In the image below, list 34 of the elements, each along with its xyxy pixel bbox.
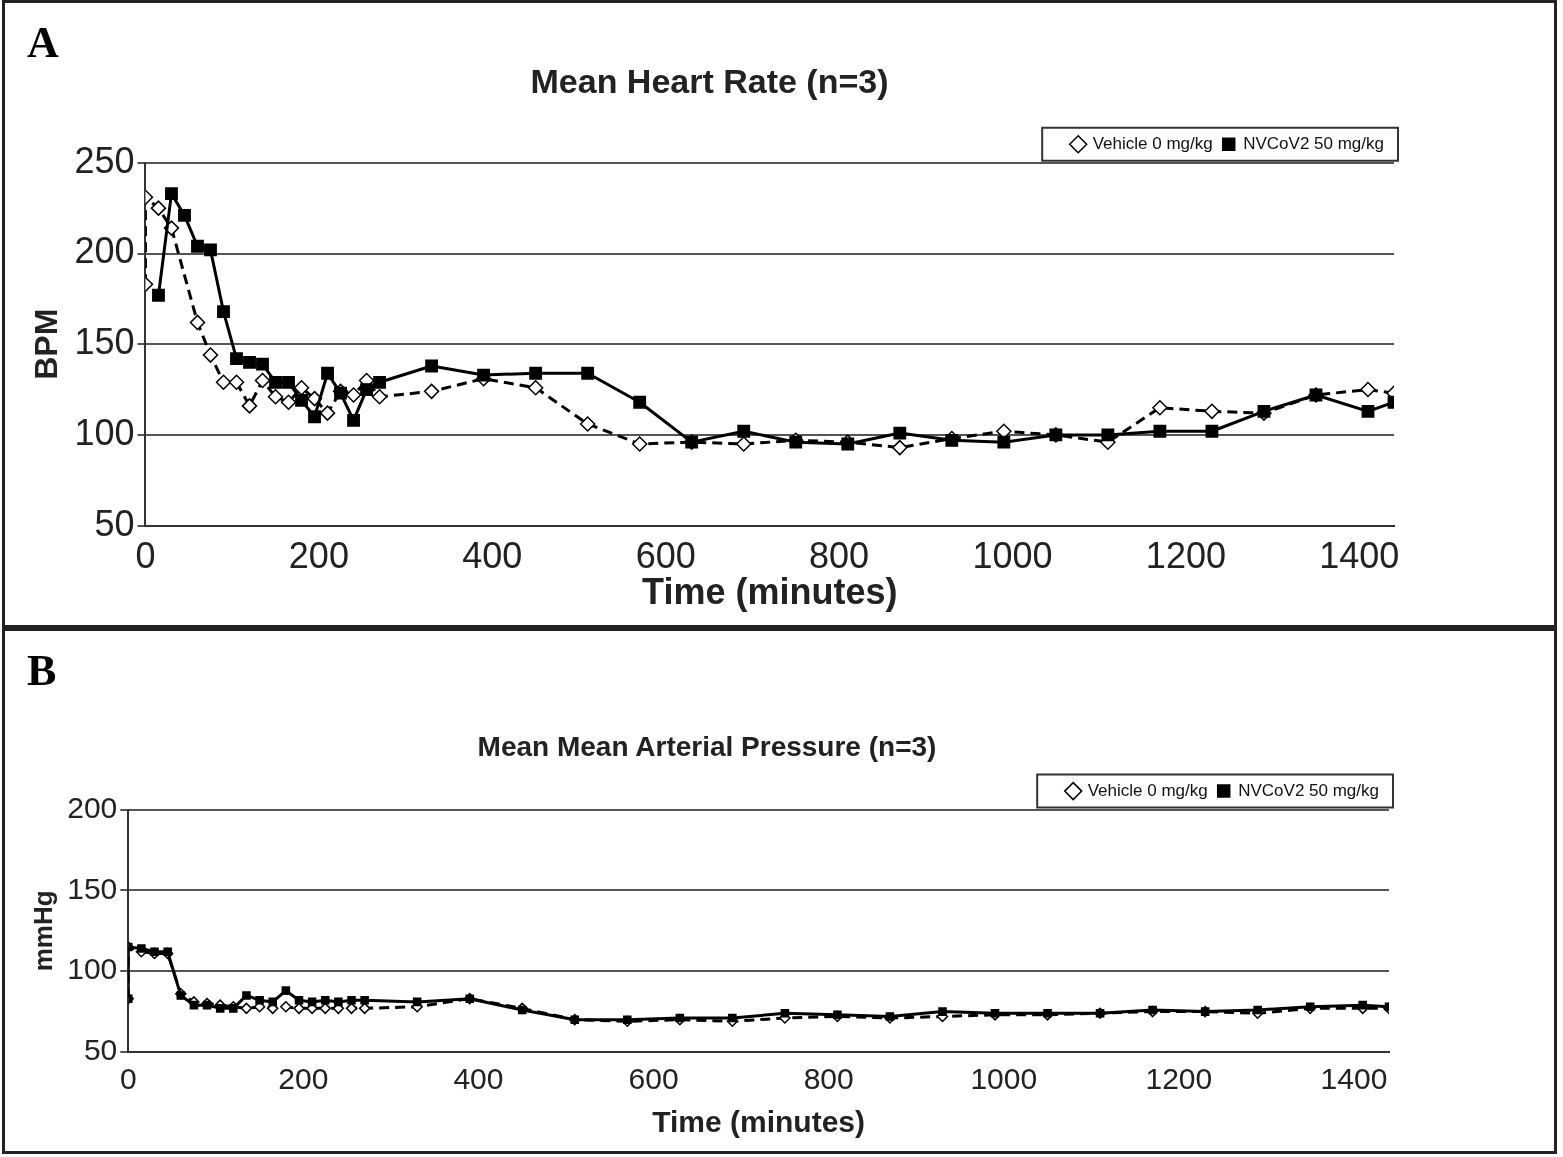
y-tick-label: 250 <box>74 139 135 181</box>
x-tick-label: 600 <box>628 1062 679 1096</box>
y-tick-label: 50 <box>83 1033 118 1067</box>
legend-label: NVCoV2 50 mg/kg <box>1238 780 1380 800</box>
legend-label: Vehicle 0 mg/kg <box>1092 133 1213 153</box>
x-tick-label: 200 <box>278 1062 329 1096</box>
x-tick-label: 1400 <box>1320 1062 1388 1096</box>
x-tick-label: 800 <box>803 1062 854 1096</box>
y-axis-title: BPM <box>28 308 65 380</box>
y-tick-label: 100 <box>74 411 135 453</box>
chart-title: Mean Heart Rate (n=3) <box>530 61 889 100</box>
x-tick-label: 200 <box>288 535 349 577</box>
x-tick-label: 1200 <box>1145 535 1226 577</box>
x-tick-label: 400 <box>453 1062 504 1096</box>
legend-label: Vehicle 0 mg/kg <box>1087 780 1208 800</box>
y-axis-title: mmHg <box>27 890 58 972</box>
y-tick-label: 50 <box>94 502 135 544</box>
chart-title: Mean Mean Arterial Pressure (n=3) <box>477 730 937 762</box>
text: A <box>27 17 59 68</box>
x-tick-label: 1000 <box>972 535 1053 577</box>
text: B <box>27 645 57 696</box>
y-tick-label: 100 <box>67 952 118 986</box>
x-tick-label: 0 <box>119 1062 137 1096</box>
x-tick-label: 0 <box>135 535 156 577</box>
x-tick-label: 1400 <box>1319 535 1400 577</box>
x-tick-label: 1000 <box>970 1062 1038 1096</box>
x-axis-title: Time (minutes) <box>652 1105 866 1139</box>
y-tick-label: 150 <box>67 871 118 905</box>
x-tick-label: 1200 <box>1145 1062 1213 1096</box>
x-tick-label: 400 <box>462 535 523 577</box>
y-tick-label: 200 <box>67 790 118 824</box>
y-tick-label: 150 <box>74 321 135 363</box>
legend-label: NVCoV2 50 mg/kg <box>1243 133 1385 153</box>
y-tick-label: 200 <box>74 230 135 272</box>
